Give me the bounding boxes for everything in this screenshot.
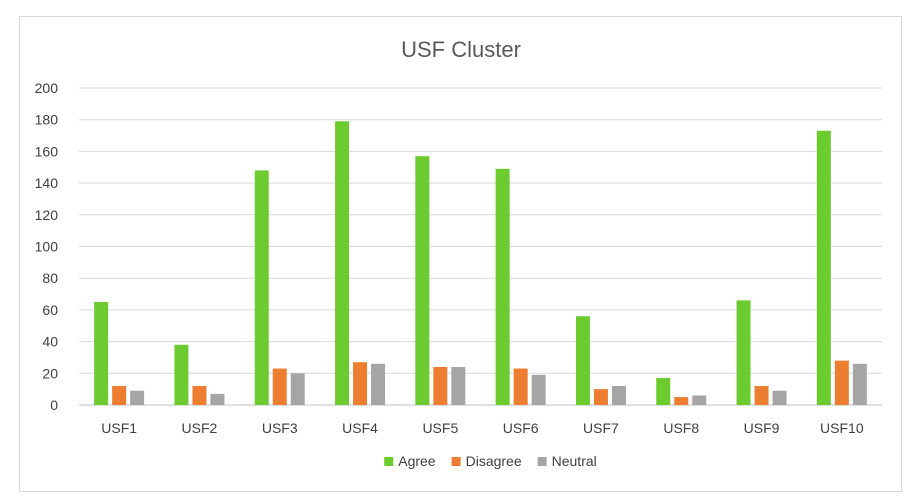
bar-disagree-usf2: [192, 385, 207, 405]
x-tick-label: USF6: [503, 420, 539, 436]
x-tick-label: USF3: [262, 420, 298, 436]
bar-neutral-usf10: [852, 363, 867, 405]
bar-agree-usf2: [174, 344, 189, 405]
x-tick-label: USF2: [182, 420, 218, 436]
y-tick-label: 140: [35, 175, 59, 191]
bar-disagree-usf7: [593, 389, 608, 405]
y-tick-label: 0: [50, 397, 58, 413]
bar-agree-usf10: [816, 130, 831, 406]
x-tick-label: USF1: [101, 420, 137, 436]
legend-swatch: [537, 457, 547, 466]
legend-item-agree: Agree: [384, 453, 436, 469]
legend-item-disagree: Disagree: [451, 453, 522, 469]
legend-label: Neutral: [552, 453, 597, 469]
bar-disagree-usf5: [433, 366, 448, 405]
bar-agree-usf4: [335, 121, 350, 405]
bar-neutral-usf9: [772, 390, 787, 405]
bar-neutral-usf1: [130, 390, 145, 405]
bar-disagree-usf3: [272, 368, 287, 405]
x-tick-label: USF9: [744, 420, 780, 436]
bar-neutral-usf5: [451, 366, 466, 405]
chart-title: USF Cluster: [401, 37, 521, 62]
legend-swatch: [384, 457, 394, 466]
legend-swatch: [451, 457, 461, 466]
bar-agree-usf5: [415, 156, 430, 405]
gridlines: [79, 87, 882, 406]
bar-agree-usf1: [94, 301, 109, 405]
x-tick-label: USF8: [663, 420, 699, 436]
legend-label: Agree: [398, 453, 436, 469]
bar-neutral-usf4: [371, 363, 386, 405]
bar-agree-usf6: [495, 168, 510, 405]
bar-agree-usf7: [575, 316, 590, 405]
legend: Agree Disagree Neutral: [384, 453, 597, 469]
bar-neutral-usf8: [692, 395, 707, 405]
chart-frame: [19, 16, 902, 492]
y-tick-label: 160: [35, 143, 59, 159]
y-tick-label: 60: [42, 302, 58, 318]
y-tick-label: 200: [35, 80, 59, 96]
bar-disagree-usf10: [834, 360, 849, 405]
bar-disagree-usf8: [674, 397, 689, 405]
bar-agree-usf8: [656, 378, 671, 405]
y-tick-label: 180: [35, 112, 59, 128]
legend-label: Disagree: [466, 453, 522, 469]
bar-agree-usf9: [736, 300, 751, 405]
y-tick-label: 20: [42, 365, 58, 381]
x-tick-label: USF7: [583, 420, 619, 436]
bar-neutral-usf2: [210, 393, 225, 405]
bar-disagree-usf9: [754, 385, 769, 405]
y-axis-ticks: 0 20 40 60 80 100 120 140 160 180 200: [35, 80, 59, 413]
bar-disagree-usf1: [112, 385, 127, 405]
legend-item-neutral: Neutral: [537, 453, 597, 469]
bar-neutral-usf7: [611, 385, 626, 405]
y-tick-label: 80: [42, 270, 58, 286]
bar-disagree-usf6: [513, 368, 528, 405]
y-tick-label: 100: [35, 239, 59, 255]
bar-neutral-usf6: [531, 374, 546, 405]
y-tick-label: 40: [42, 334, 58, 350]
x-axis-ticks: USF1 USF2 USF3 USF4 USF5 USF6 USF7 USF8 USF9 USF1…: [101, 420, 864, 436]
y-tick-label: 120: [35, 207, 59, 223]
bars: [94, 121, 867, 406]
bar-disagree-usf4: [353, 362, 368, 405]
bar-agree-usf3: [254, 170, 269, 405]
x-tick-label: USF5: [422, 420, 458, 436]
x-tick-label: USF10: [820, 420, 864, 436]
x-tick-label: USF4: [342, 420, 378, 436]
bar-neutral-usf3: [290, 373, 305, 405]
